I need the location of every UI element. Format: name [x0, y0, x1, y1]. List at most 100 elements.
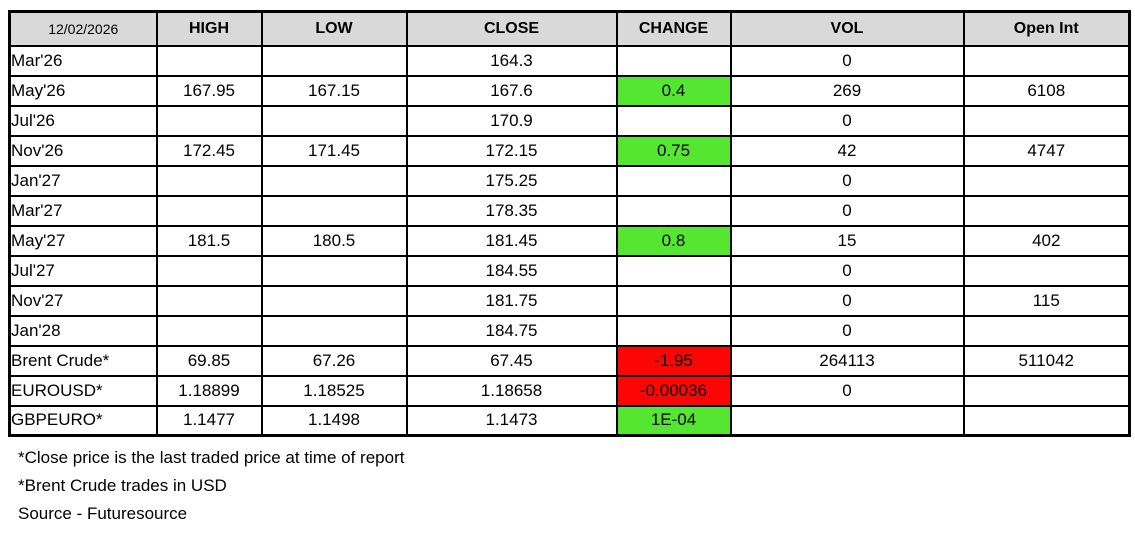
high-cell: 1.18899 [155, 374, 263, 407]
low-cell [260, 44, 408, 77]
low-cell [260, 194, 408, 227]
contract-label: Mar'26 [8, 44, 158, 77]
low-cell: 180.5 [260, 224, 408, 257]
open-int-cell: 115 [962, 284, 1131, 317]
contract-label: EUROUSD* [8, 374, 158, 407]
low-cell [260, 314, 408, 347]
vol-cell: 15 [729, 224, 965, 257]
table-row: Jul'27 184.55 0 [8, 254, 1131, 287]
contract-label: Nov'27 [8, 284, 158, 317]
change-cell [615, 44, 732, 77]
high-cell: 1.1477 [155, 404, 263, 437]
close-cell: 181.75 [405, 284, 618, 317]
footnote-source: Source - Futuresource [18, 504, 188, 523]
close-cell: 164.3 [405, 44, 618, 77]
high-cell: 181.5 [155, 224, 263, 257]
open-int-cell: 4747 [962, 134, 1131, 167]
high-cell [155, 284, 263, 317]
low-cell [260, 254, 408, 287]
footnote-brent-usd: *Brent Crude trades in USD [18, 476, 227, 495]
table-row: Nov'26 172.45 171.45 172.15 0.75 42 4747 [8, 134, 1131, 167]
close-cell: 170.9 [405, 104, 618, 137]
vol-cell: 0 [729, 104, 965, 137]
futures-report-page: 12/02/2026 HIGH LOW CLOSE CHANGE VOL Ope… [0, 10, 1135, 557]
open-int-cell [962, 164, 1131, 197]
table-row: Jan'28 184.75 0 [8, 314, 1131, 347]
table-row: May'26 167.95 167.15 167.6 0.4 269 6108 [8, 74, 1131, 107]
table-row: Mar'26 164.3 0 [8, 44, 1131, 77]
contract-label: Brent Crude* [8, 344, 158, 377]
change-cell [615, 254, 732, 287]
open-int-cell: 6108 [962, 74, 1131, 107]
close-cell: 67.45 [405, 344, 618, 377]
col-header-open-int: Open Int [962, 10, 1131, 47]
table-row: EUROUSD* 1.18899 1.18525 1.18658 -0.0003… [8, 374, 1131, 407]
vol-cell: 0 [729, 314, 965, 347]
low-cell [260, 164, 408, 197]
change-cell: 0.75 [615, 134, 732, 167]
contract-label: Jan'27 [8, 164, 158, 197]
col-header-high: HIGH [155, 10, 263, 47]
vol-cell: 0 [729, 254, 965, 287]
close-cell: 175.25 [405, 164, 618, 197]
high-cell [155, 254, 263, 287]
low-cell: 1.1498 [260, 404, 408, 437]
low-cell [260, 104, 408, 137]
table-row: Jul'26 170.9 0 [8, 104, 1131, 137]
close-cell: 172.15 [405, 134, 618, 167]
contract-label: Jul'26 [8, 104, 158, 137]
high-cell: 172.45 [155, 134, 263, 167]
contract-label: GBPEURO* [8, 404, 158, 437]
futures-price-table: 12/02/2026 HIGH LOW CLOSE CHANGE VOL Ope… [8, 10, 1131, 437]
vol-cell: 269 [729, 74, 965, 107]
open-int-cell: 402 [962, 224, 1131, 257]
change-cell: -1.95 [615, 344, 732, 377]
open-int-cell [962, 254, 1131, 287]
low-cell [260, 284, 408, 317]
high-cell: 69.85 [155, 344, 263, 377]
footnotes: *Close price is the last traded price at… [18, 444, 1135, 528]
open-int-cell [962, 314, 1131, 347]
high-cell: 167.95 [155, 74, 263, 107]
vol-cell: 0 [729, 374, 965, 407]
vol-cell: 0 [729, 164, 965, 197]
change-cell [615, 314, 732, 347]
col-header-change: CHANGE [615, 10, 732, 47]
high-cell [155, 104, 263, 137]
low-cell: 171.45 [260, 134, 408, 167]
high-cell [155, 164, 263, 197]
table-row: May'27 181.5 180.5 181.45 0.8 15 402 [8, 224, 1131, 257]
low-cell: 167.15 [260, 74, 408, 107]
open-int-cell [962, 374, 1131, 407]
close-cell: 1.1473 [405, 404, 618, 437]
vol-cell [729, 404, 965, 437]
contract-label: May'27 [8, 224, 158, 257]
low-cell: 1.18525 [260, 374, 408, 407]
change-cell [615, 284, 732, 317]
vol-cell: 0 [729, 194, 965, 227]
high-cell [155, 314, 263, 347]
close-cell: 181.45 [405, 224, 618, 257]
report-date: 12/02/2026 [8, 10, 158, 47]
col-header-close: CLOSE [405, 10, 618, 47]
change-cell: 0.8 [615, 224, 732, 257]
footnote-close-price: *Close price is the last traded price at… [18, 448, 405, 467]
table-row: GBPEURO* 1.1477 1.1498 1.1473 1E-04 [8, 404, 1131, 437]
close-cell: 184.55 [405, 254, 618, 287]
table-row: Mar'27 178.35 0 [8, 194, 1131, 227]
vol-cell: 264113 [729, 344, 965, 377]
change-cell: -0.00036 [615, 374, 732, 407]
contract-label: Nov'26 [8, 134, 158, 167]
vol-cell: 42 [729, 134, 965, 167]
low-cell: 67.26 [260, 344, 408, 377]
open-int-cell [962, 404, 1131, 437]
table-row: Nov'27 181.75 0 115 [8, 284, 1131, 317]
high-cell [155, 44, 263, 77]
open-int-cell [962, 44, 1131, 77]
vol-cell: 0 [729, 284, 965, 317]
col-header-vol: VOL [729, 10, 965, 47]
change-cell [615, 104, 732, 137]
table-row: Brent Crude* 69.85 67.26 67.45 -1.95 264… [8, 344, 1131, 377]
header-row: 12/02/2026 HIGH LOW CLOSE CHANGE VOL Ope… [8, 10, 1131, 47]
open-int-cell [962, 194, 1131, 227]
